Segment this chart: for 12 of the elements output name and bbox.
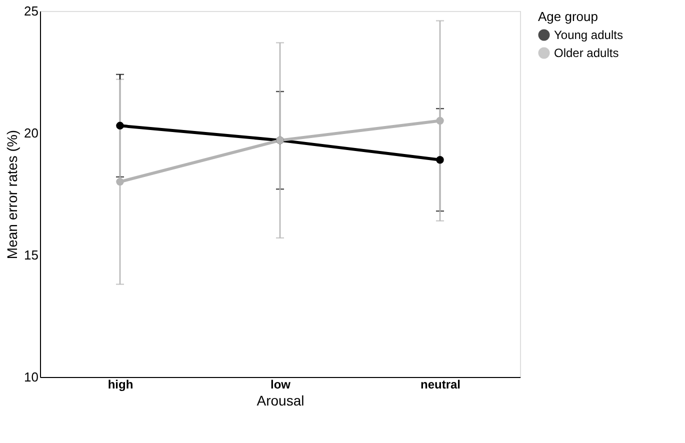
legend-label: Young adults [554, 28, 623, 42]
legend-label: Older adults [554, 46, 619, 60]
legend-title: Age group [538, 9, 598, 24]
y-tick-label: 25 [24, 4, 38, 18]
x-tick-label: high [108, 378, 134, 392]
x-axis-title: Arousal [256, 392, 304, 408]
x-tick-label: low [270, 378, 292, 392]
y-tick-label: 10 [24, 370, 38, 384]
y-tick-label: 20 [24, 126, 38, 140]
y-axis-title: Mean error rates (%) [4, 130, 20, 260]
y-tick-label: 15 [24, 248, 38, 262]
x-tick-label: neutral [420, 378, 461, 392]
